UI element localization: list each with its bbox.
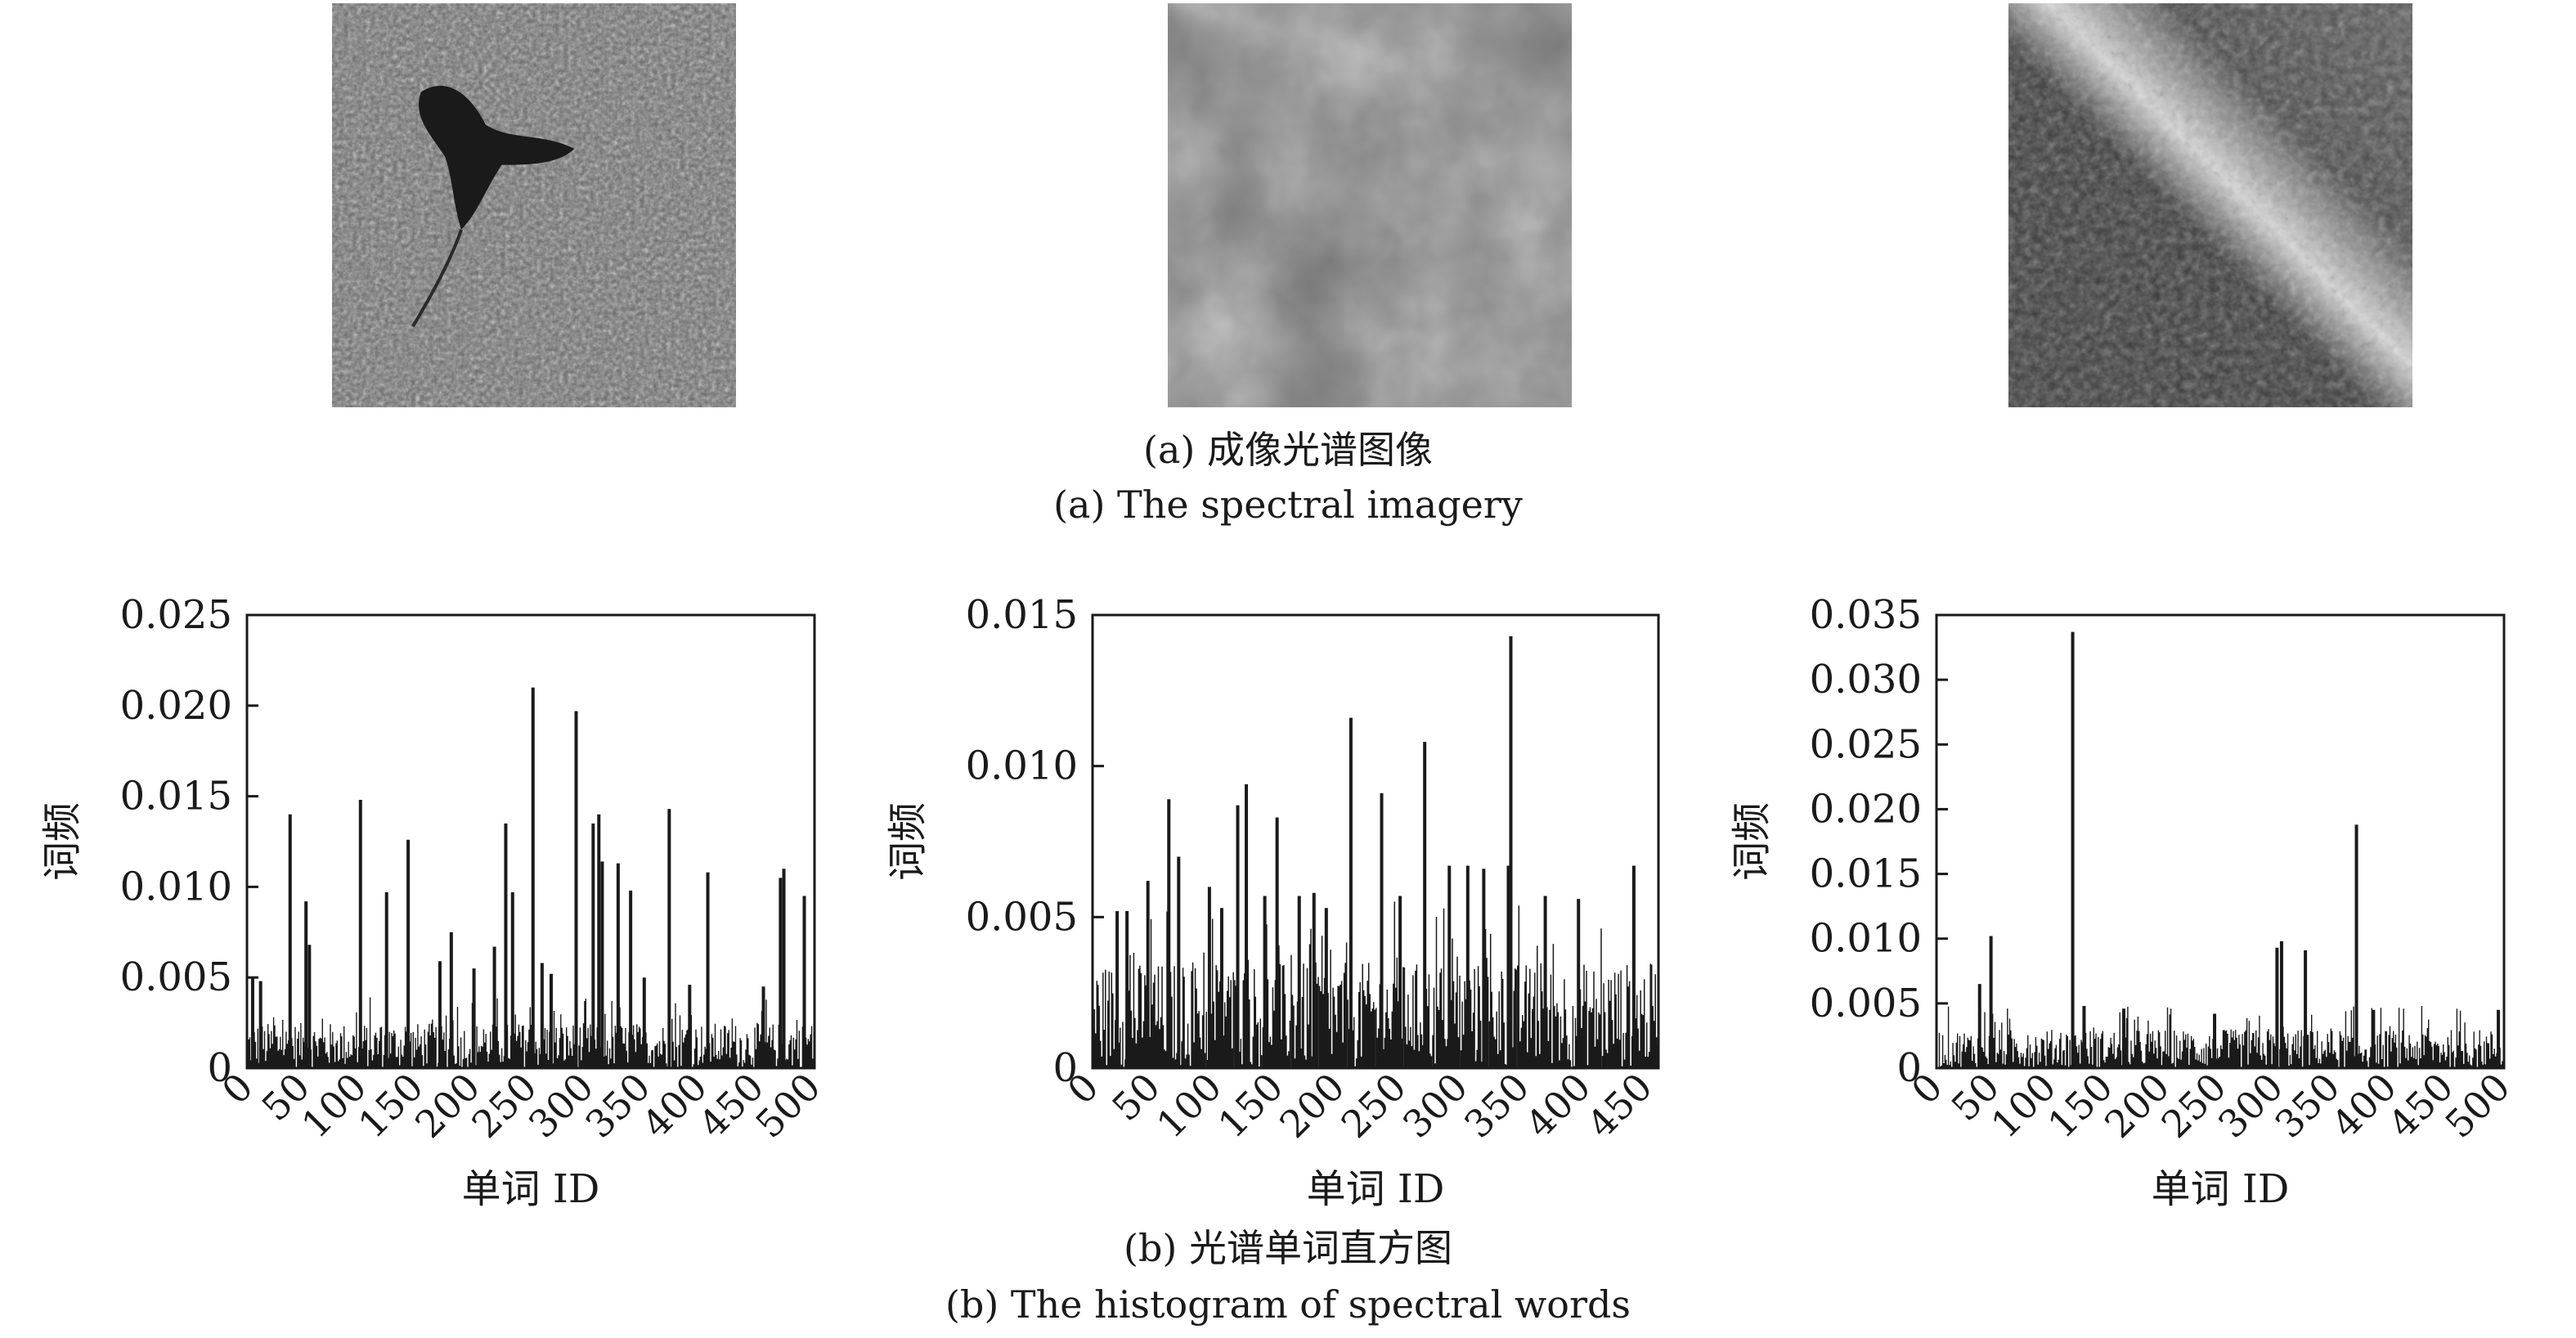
satellite-image-mountains (2008, 3, 2412, 407)
y-tick-label: 0.025 (120, 592, 232, 638)
x-tick-label: 500 (2437, 1065, 2519, 1147)
y-tick-label: 0.015 (966, 592, 1078, 638)
y-axis-label: 词频 (1729, 802, 1775, 881)
y-tick-label: 0.030 (1810, 657, 1922, 703)
x-tick-label: 250 (1333, 1065, 1415, 1147)
bar-background-series (1093, 901, 1658, 1068)
x-tick-label: 300 (1394, 1065, 1476, 1147)
y-tick-label: 0.035 (1810, 592, 1922, 638)
y-axis-label: 词频 (885, 802, 931, 881)
y-tick-label: 0.015 (1810, 851, 1922, 897)
plot-frame (1935, 613, 2506, 1070)
x-tick-label: 200 (1271, 1065, 1353, 1147)
y-tick-label: 0.020 (1810, 786, 1922, 832)
x-axis-label: 单词 ID (462, 1166, 600, 1212)
x-tick-label: 350 (1456, 1065, 1537, 1147)
y-tick-label: 0 (207, 1045, 232, 1091)
y-axis-label: 词频 (39, 802, 85, 881)
caption-a-cn: (a) 成像光谱图像 (1143, 428, 1433, 472)
x-tick-label: 500 (747, 1065, 829, 1147)
caption-b-en: (b) The histogram of spectral words (945, 1282, 1631, 1327)
y-tick-label: 0.010 (966, 743, 1078, 789)
y-tick-label: 0.020 (120, 683, 232, 729)
caption-b-cn: (b) 光谱单词直方图 (1124, 1226, 1452, 1270)
x-axis-label: 单词 ID (1307, 1166, 1445, 1212)
caption-a-en: (a) The spectral imagery (1053, 483, 1523, 527)
y-tick-label: 0.005 (1810, 981, 1922, 1026)
x-tick-label: 150 (1209, 1065, 1291, 1147)
x-tick-label: 400 (1517, 1065, 1599, 1147)
y-tick-label: 0 (1896, 1045, 1922, 1091)
satellite-image-reservoir (332, 3, 736, 407)
x-tick-label: 450 (1578, 1065, 1660, 1147)
plot-frame (1091, 613, 1660, 1070)
y-tick-label: 0.025 (1810, 721, 1922, 767)
satellite-image-clouds (1168, 3, 1572, 407)
y-tick-label: 0.015 (120, 774, 232, 819)
y-tick-label: 0 (1052, 1045, 1078, 1091)
y-tick-label: 0.005 (120, 954, 232, 1000)
y-tick-label: 0.005 (966, 894, 1078, 940)
plot-frame (245, 613, 816, 1070)
x-axis-label: 单词 ID (2152, 1166, 2290, 1212)
y-tick-label: 0.010 (120, 864, 232, 909)
x-tick-label: 100 (1148, 1065, 1230, 1147)
y-tick-label: 0.010 (1810, 916, 1922, 962)
